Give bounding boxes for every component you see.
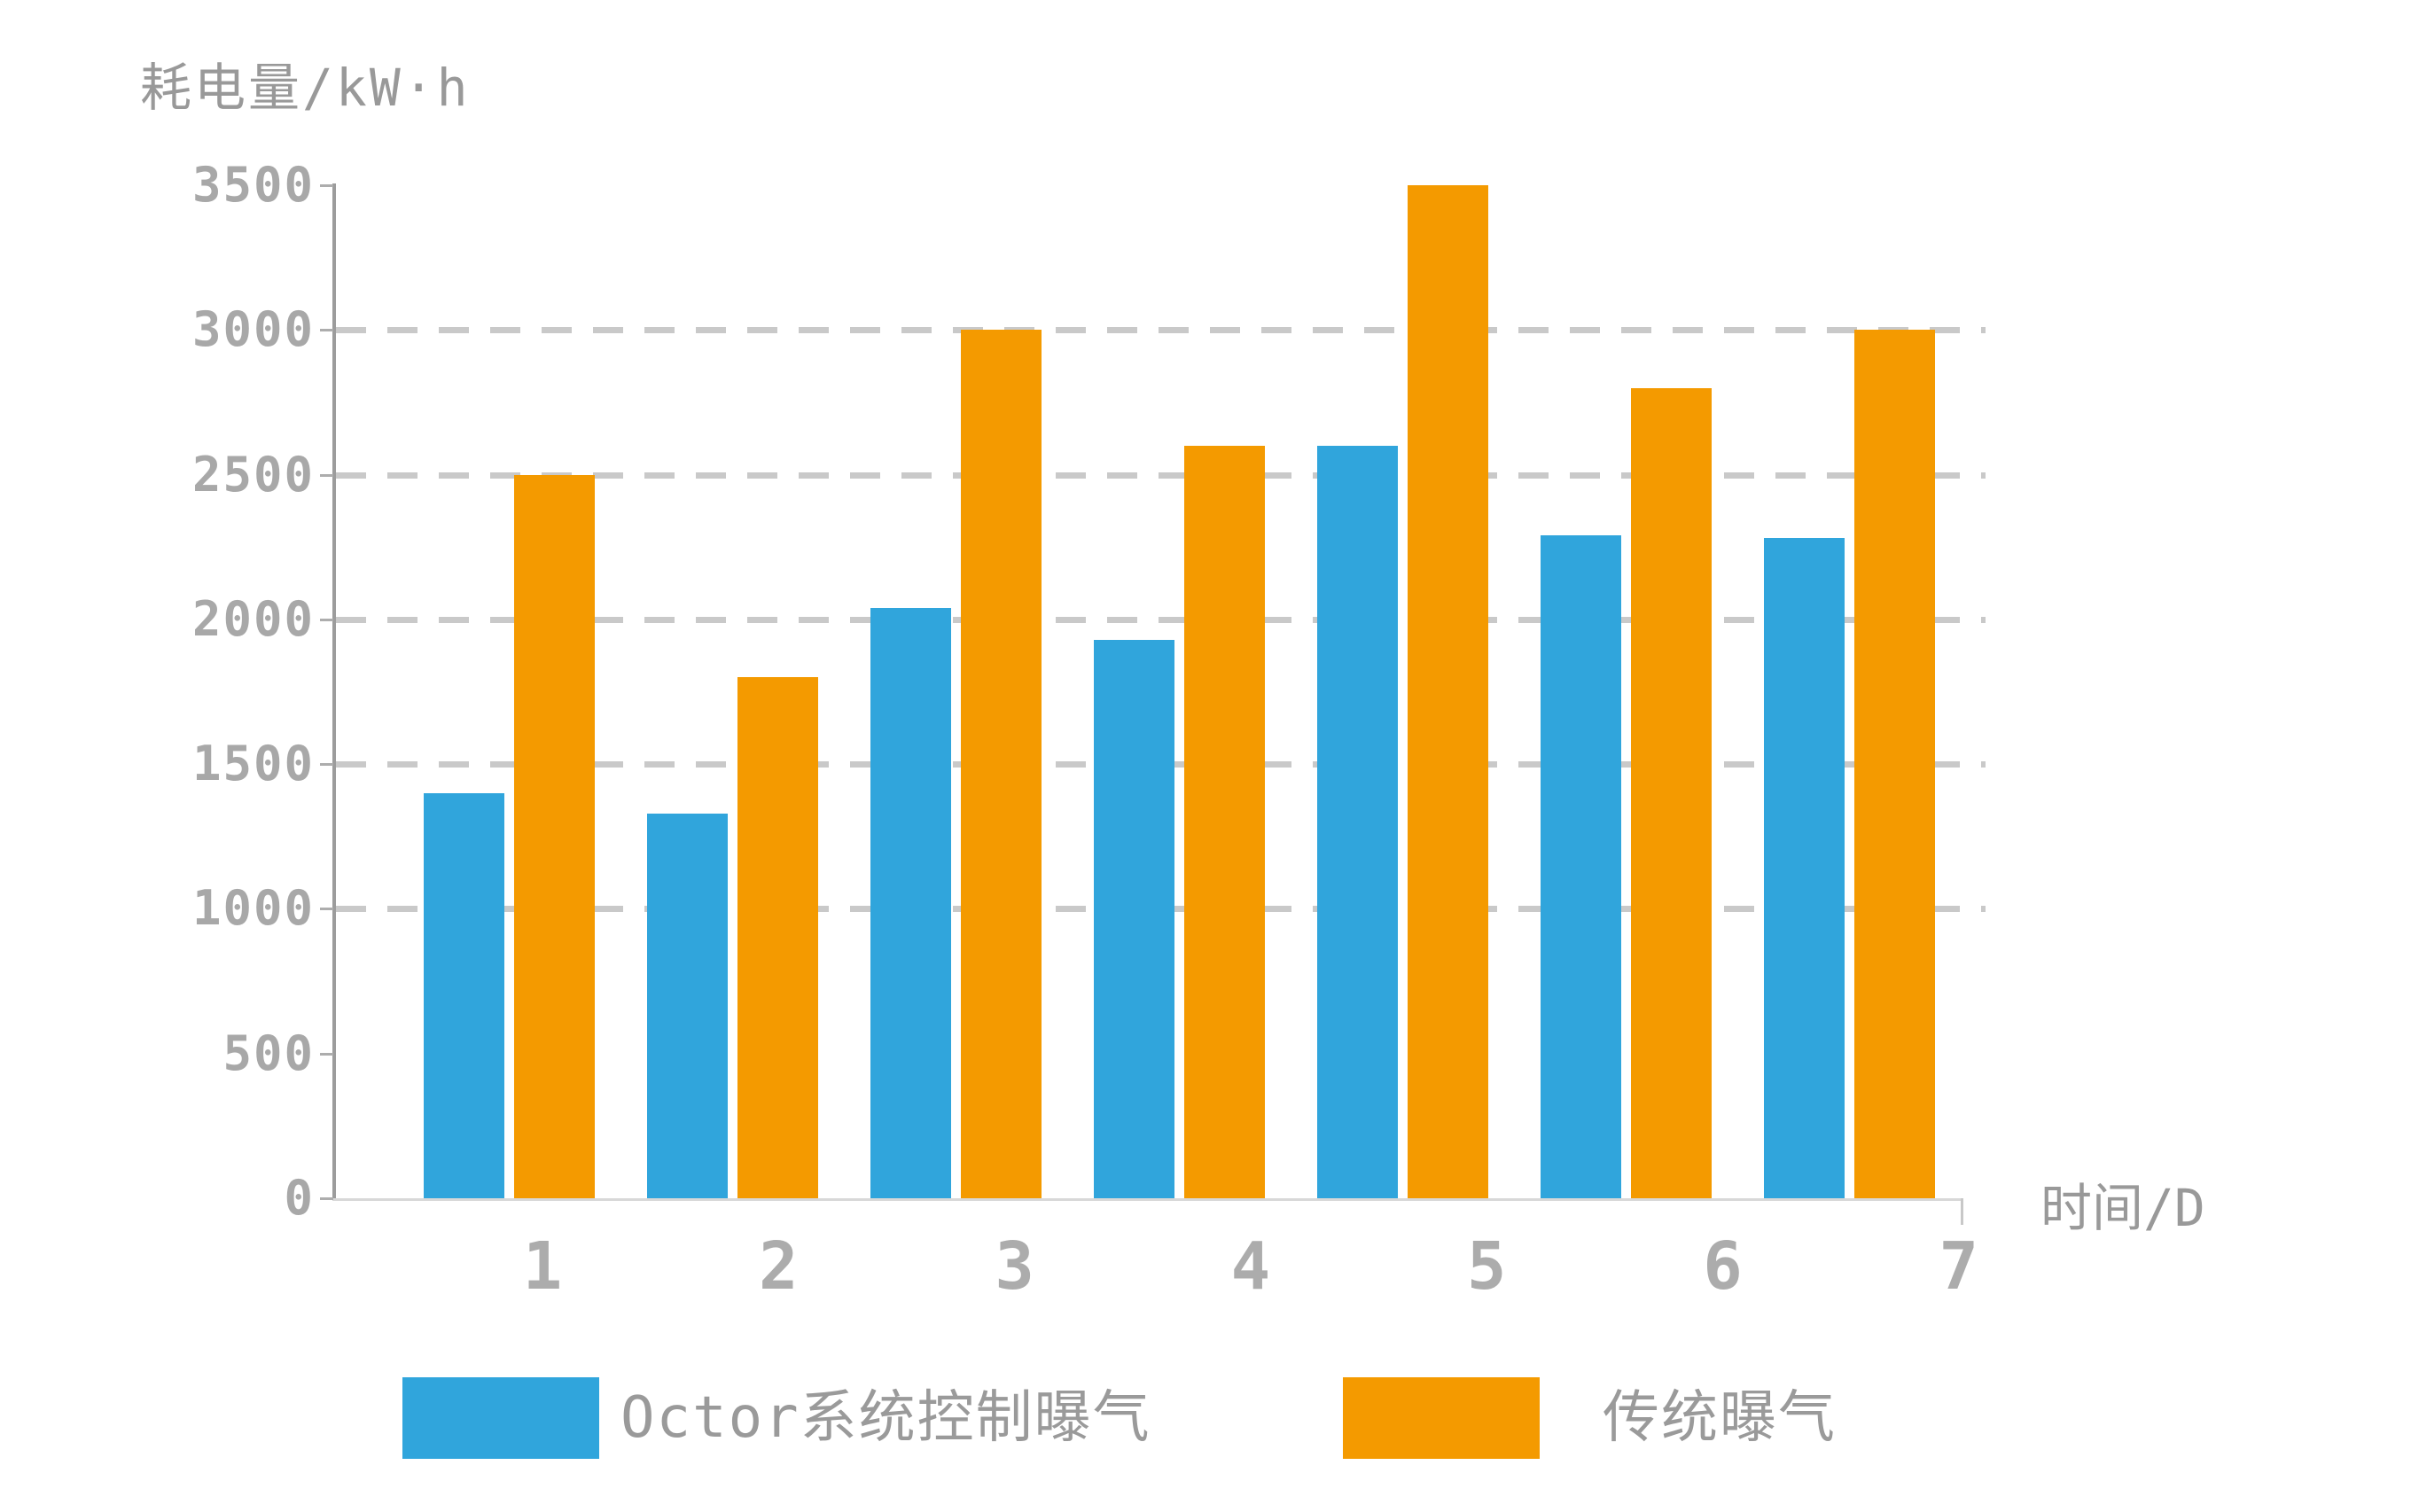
bar-octor-day6	[1541, 535, 1621, 1198]
bar-octor-day5	[1317, 445, 1398, 1198]
legend-swatch-traditional	[1343, 1377, 1540, 1459]
bar-octor-day2	[647, 813, 728, 1198]
x-tick-label-5: 5	[1466, 1228, 1507, 1305]
x-axis-title: 时间/D	[2040, 1178, 2205, 1238]
gridline-2500	[336, 472, 1986, 479]
bar-octor-day3	[870, 607, 951, 1198]
y-tick-1000	[320, 908, 333, 911]
bar-traditional-day7	[1854, 330, 1935, 1198]
y-tick-0	[320, 1197, 333, 1200]
bar-traditional-day2	[737, 677, 818, 1198]
bar-traditional-day3	[961, 330, 1042, 1198]
bar-traditional-day6	[1631, 387, 1712, 1198]
y-tick-2500	[320, 473, 333, 477]
y-axis-line	[332, 183, 336, 1201]
y-tick-label-1500: 1500	[191, 736, 315, 792]
y-tick-3500	[320, 184, 333, 187]
y-tick-label-0: 0	[284, 1170, 315, 1226]
y-tick-label-2000: 2000	[191, 590, 315, 647]
y-tick-label-2500: 2500	[191, 446, 315, 503]
y-tick-label-3500: 3500	[191, 157, 315, 213]
gridline-3000	[336, 327, 1986, 334]
bar-octor-day4	[1094, 639, 1174, 1198]
x-tick-label-3: 3	[995, 1228, 1034, 1305]
legend-label-traditional: 传统曝气	[1603, 1385, 1837, 1451]
x-tick-label-1: 1	[522, 1228, 563, 1305]
y-tick-500	[320, 1052, 333, 1056]
bar-traditional-day1	[514, 474, 595, 1198]
x-tick-label-7: 7	[1939, 1228, 1979, 1305]
gridline-2000	[336, 616, 1986, 623]
bar-octor-day7	[1764, 538, 1845, 1198]
y-tick-2000	[320, 618, 333, 621]
y-tick-label-3000: 3000	[191, 301, 315, 358]
x-tick-label-2: 2	[759, 1228, 799, 1305]
x-axis-line	[332, 1198, 1963, 1201]
bar-octor-day1	[424, 792, 504, 1198]
y-tick-label-1000: 1000	[191, 880, 315, 937]
legend-label-octor: Octor系统控制曝气	[620, 1385, 1151, 1451]
bar-traditional-day5	[1408, 185, 1488, 1198]
legend-swatch-octor	[402, 1377, 599, 1459]
y-tick-label-500: 500	[222, 1025, 315, 1081]
y-axis-title: 耗电量/kW·h	[140, 58, 471, 118]
x-tick-label-4: 4	[1230, 1228, 1271, 1305]
x-tick-label-6: 6	[1703, 1228, 1743, 1305]
y-tick-1500	[320, 763, 333, 767]
bar-traditional-day4	[1184, 445, 1265, 1198]
x-axis-end-tick	[1961, 1198, 1963, 1225]
y-tick-3000	[320, 329, 333, 332]
